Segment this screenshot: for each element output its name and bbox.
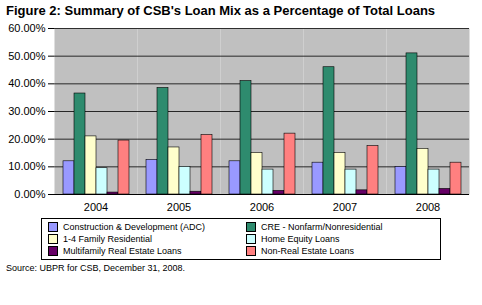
html-text:CRE - Nonfarm/Nonresidential: CRE - Nonfarm/Nonresidential [261,222,383,232]
svg-text:20.00%: 20.00% [8,133,46,145]
svg-text:2008: 2008 [416,201,440,213]
svg-text:50.00%: 50.00% [8,50,46,62]
html-text:Figure 2: Summary of CSB's Loa: Figure 2: Summary of CSB's Loan Mix as a… [6,3,436,18]
html-text:Home Equity Loans: Home Equity Loans [261,234,340,244]
svg-text:30.00%: 30.00% [8,105,46,117]
svg-text:2006: 2006 [250,201,274,213]
svg-text:2004: 2004 [84,201,108,213]
html-text:Source: UBPR for CSB, December: Source: UBPR for CSB, December 31, 2008. [6,263,186,273]
svg-text:0.00%: 0.00% [14,188,45,200]
svg-text:60.00%: 60.00% [8,22,46,34]
svg-text:2005: 2005 [167,201,191,213]
svg-text:40.00%: 40.00% [8,77,46,89]
html-text:Construction & Development (AD: Construction & Development (ADC) [63,222,206,232]
html-text:1-4 Family Residential: 1-4 Family Residential [63,234,152,244]
svg-text:10.00%: 10.00% [8,160,46,172]
html-text:Multifamily Real Estate Loans: Multifamily Real Estate Loans [63,246,182,256]
html-text:Non-Real Estate Loans: Non-Real Estate Loans [261,246,355,256]
svg-text:2007: 2007 [333,201,357,213]
